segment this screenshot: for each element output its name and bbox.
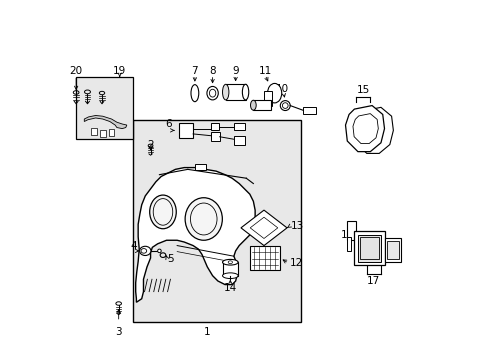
Ellipse shape (222, 260, 238, 265)
Ellipse shape (280, 100, 290, 111)
Bar (76, 77, 133, 139)
Ellipse shape (267, 84, 281, 103)
Text: 13: 13 (290, 221, 303, 231)
Text: 14: 14 (223, 283, 237, 293)
Polygon shape (84, 116, 126, 129)
Text: 15: 15 (356, 85, 369, 95)
Text: 18: 18 (340, 230, 353, 240)
Text: 5: 5 (167, 254, 174, 264)
Bar (303, 107, 316, 114)
Polygon shape (241, 210, 286, 246)
Text: 11: 11 (258, 66, 271, 76)
Ellipse shape (250, 100, 256, 110)
Text: 8: 8 (209, 66, 216, 76)
Ellipse shape (242, 84, 248, 100)
Polygon shape (354, 107, 392, 153)
Bar (385, 238, 400, 261)
Bar (100, 130, 105, 137)
Polygon shape (135, 168, 255, 302)
Bar (360, 238, 378, 259)
Text: 9: 9 (232, 66, 239, 76)
Text: 3: 3 (115, 327, 122, 337)
Bar (108, 129, 114, 136)
Text: 19: 19 (113, 66, 126, 76)
Ellipse shape (149, 195, 176, 229)
Text: 4: 4 (130, 240, 137, 251)
Bar (386, 241, 398, 260)
Text: 17: 17 (366, 276, 380, 286)
Polygon shape (345, 105, 384, 152)
Bar (253, 100, 270, 110)
Bar (222, 262, 238, 276)
Bar (133, 120, 301, 322)
Text: 16: 16 (347, 115, 360, 125)
Ellipse shape (185, 198, 222, 240)
Bar (210, 132, 219, 141)
Bar (195, 164, 205, 170)
Text: 7: 7 (191, 66, 198, 76)
Text: 10: 10 (276, 84, 289, 94)
Ellipse shape (139, 246, 151, 256)
Bar (354, 231, 384, 265)
Bar (179, 123, 193, 138)
Text: 20: 20 (69, 66, 82, 76)
Bar (210, 123, 218, 130)
Text: 1: 1 (203, 327, 210, 337)
Bar (264, 91, 271, 105)
Ellipse shape (222, 273, 238, 279)
Bar (225, 84, 245, 100)
Ellipse shape (222, 84, 228, 100)
Ellipse shape (191, 85, 198, 102)
Ellipse shape (157, 249, 161, 253)
Ellipse shape (206, 86, 218, 100)
Bar (357, 235, 380, 261)
Bar (249, 246, 279, 270)
Text: 12: 12 (289, 258, 302, 268)
Text: 2: 2 (147, 140, 154, 149)
Bar (91, 128, 97, 135)
Bar (233, 123, 244, 130)
Bar (233, 136, 244, 145)
Bar (346, 237, 350, 251)
Bar (346, 221, 355, 240)
Text: 6: 6 (164, 119, 171, 129)
